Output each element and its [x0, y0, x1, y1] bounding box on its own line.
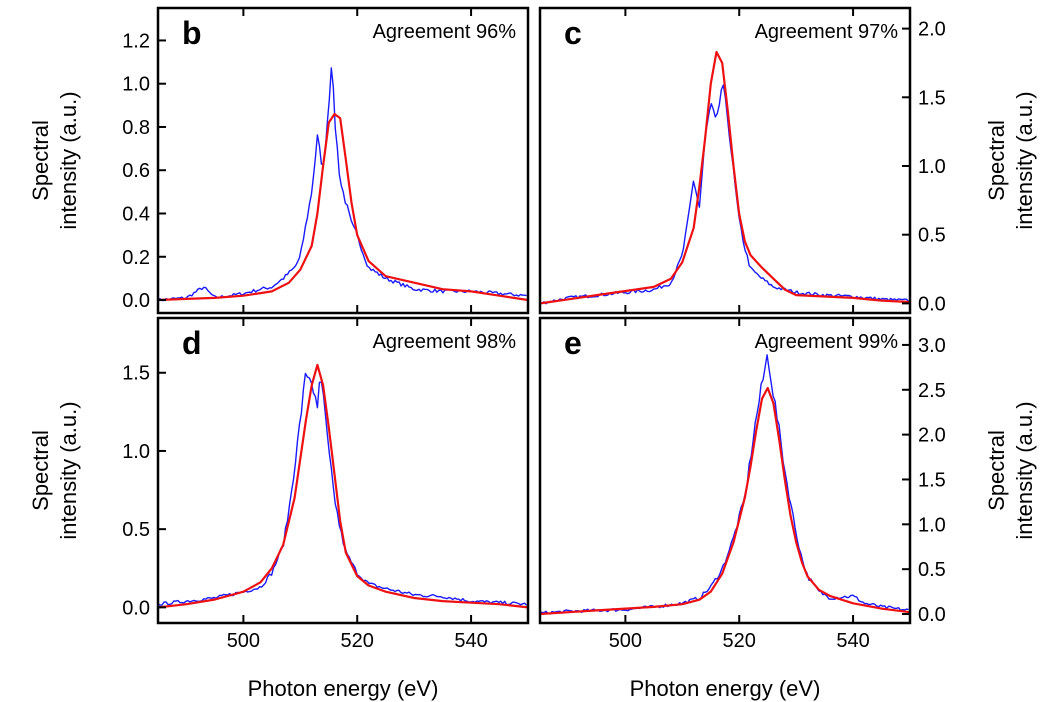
y-tick-label: 0.8	[122, 117, 150, 139]
y-tick-label: 0.2	[122, 247, 150, 269]
y-tick-label: 0.5	[918, 559, 946, 581]
series-measured-b	[158, 67, 527, 302]
y-tick-label: 0.5	[122, 519, 150, 541]
panel-d: 500 520 540 0.0 0.5 1.0 1.5 Spectral intensity (…	[28, 316, 530, 701]
agreement-label-e: Agreement 99%	[755, 331, 899, 353]
agreement-label-c: Agreement 97%	[755, 21, 899, 43]
y-axis-label: Spectral	[984, 430, 1009, 511]
y-tick-label: 1.5	[918, 87, 946, 109]
plot-frame-c	[538, 6, 912, 315]
panel-e: 500 520 540 0.0 0.5 1.0 1.5 2.0 2.5 3.0 Spectral in…	[538, 316, 1037, 701]
y-tick-label: 0.0	[122, 597, 150, 619]
y-tick-label: 0.0	[122, 290, 150, 312]
agreement-label-b: Agreement 96%	[373, 21, 517, 43]
panel-b: 0.0 0.2 0.4 0.6 0.8 1.0 1.2 Spectral intensity (…	[28, 6, 530, 315]
y-tick-label: 0.5	[918, 225, 946, 247]
y-axis-label: intensity (a.u.)	[56, 91, 81, 229]
y-tick-label: 0.4	[122, 203, 150, 225]
x-axis-label: Photon energy (eV)	[248, 676, 439, 701]
x-tick-label: 500	[227, 630, 260, 652]
y-axis-label: intensity (a.u.)	[56, 401, 81, 539]
panel-c: 0.0 0.5 1.0 1.5 2.0 Spectral intensity (a.u.) c…	[538, 6, 1037, 315]
y-tick-label: 0.6	[122, 160, 150, 182]
panel-letter-c: c	[564, 15, 582, 51]
y-tick-label: 1.5	[122, 363, 150, 385]
x-tick-label: 540	[836, 630, 869, 652]
series-measured-d	[158, 372, 528, 606]
series-fit-d	[158, 363, 528, 609]
y-tick-label: 1.5	[918, 469, 946, 491]
series-fit-b	[158, 112, 528, 302]
x-tick-label: 520	[341, 630, 374, 652]
x-tick-label: 520	[723, 630, 756, 652]
y-tick-label: 1.0	[122, 74, 150, 96]
plot-frame-d	[156, 316, 530, 625]
x-axis-label: Photon energy (eV)	[630, 676, 821, 701]
x-tick-label: 540	[454, 630, 487, 652]
y-axis-label: intensity (a.u.)	[1012, 401, 1037, 539]
x-tick-label: 500	[609, 630, 642, 652]
series-measured-e	[540, 354, 909, 615]
y-axis-label: Spectral	[28, 430, 53, 511]
plot-frame-b	[156, 6, 530, 315]
y-tick-label: 1.2	[122, 30, 150, 52]
agreement-label-d: Agreement 98%	[373, 331, 517, 353]
y-axis-label: Spectral	[984, 120, 1009, 201]
y-tick-label: 1.0	[918, 514, 946, 536]
panel-letter-e: e	[564, 325, 582, 361]
y-axis-label: intensity (a.u.)	[1012, 91, 1037, 229]
series-fit-c	[540, 50, 910, 305]
y-tick-label: 2.5	[918, 380, 946, 402]
series-fit-e	[540, 386, 910, 616]
y-tick-label: 0.0	[918, 293, 946, 315]
y-tick-label: 0.0	[918, 604, 946, 626]
y-tick-label: 2.0	[918, 19, 946, 41]
y-tick-label: 1.0	[122, 441, 150, 463]
panel-letter-b: b	[182, 15, 202, 51]
y-tick-label: 2.0	[918, 425, 946, 447]
y-axis-label: Spectral	[28, 120, 53, 201]
y-tick-label: 1.0	[918, 156, 946, 178]
series-measured-c	[540, 84, 910, 305]
panel-letter-d: d	[182, 325, 202, 361]
y-tick-label: 3.0	[918, 335, 946, 357]
plot-frame-e	[538, 316, 912, 625]
